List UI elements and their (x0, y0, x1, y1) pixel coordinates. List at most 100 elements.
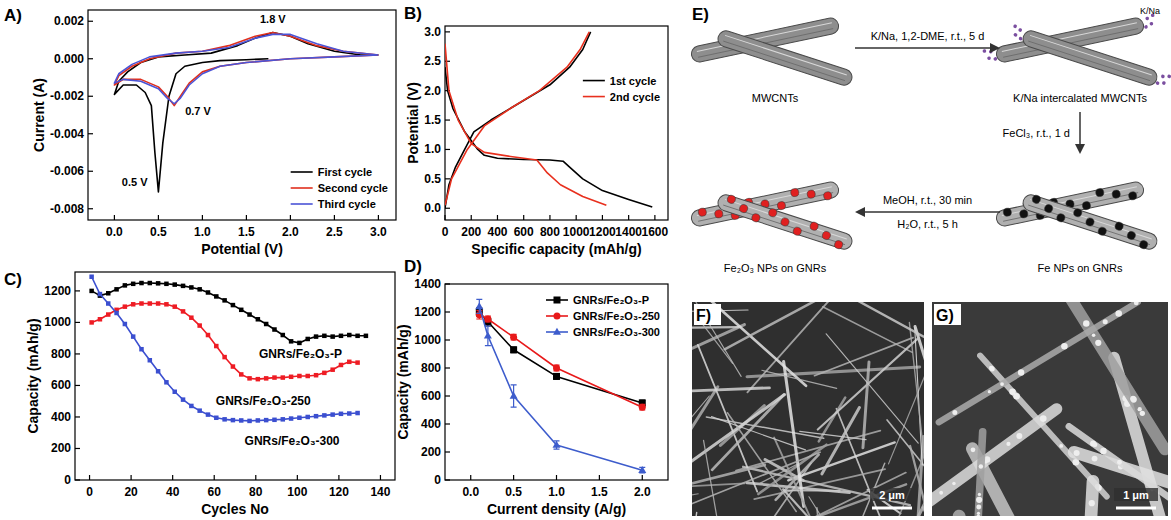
legend-swatch (583, 80, 605, 82)
marker (322, 334, 327, 339)
x-tick (380, 475, 381, 480)
particle (952, 410, 957, 415)
nanoparticle (1128, 191, 1137, 200)
marker (222, 417, 227, 422)
y-tick-label: 0.002 (54, 14, 84, 28)
nanoparticle (739, 204, 749, 214)
x-tick (290, 215, 291, 220)
marker (106, 312, 111, 317)
ion-dot (1018, 36, 1023, 41)
marker (197, 323, 202, 328)
y-tick-label: 1200 (414, 305, 441, 319)
nanoparticle (1082, 201, 1091, 210)
fiber (711, 417, 805, 450)
marker (148, 358, 153, 363)
x-tick (89, 475, 90, 480)
annotation: 1.8 V (260, 13, 286, 25)
marker (214, 344, 219, 349)
x-tick (158, 215, 159, 220)
y-tick (445, 451, 450, 452)
x-tick (255, 475, 256, 480)
legend-label: First cycle (318, 166, 372, 178)
x-tick (297, 475, 298, 480)
marker (214, 294, 219, 299)
panel: 020406080100120140020040060080010001200C… (4, 270, 395, 517)
y-tick (88, 171, 93, 172)
edge-label: FeCl₃, r.t., 1 d (1003, 127, 1070, 139)
x-tick (602, 215, 603, 220)
plot-frame (88, 10, 396, 220)
fiber (692, 494, 698, 501)
y-tick-label: 800 (421, 361, 441, 375)
y-tick-label: -0.002 (50, 89, 84, 103)
arrow-head (855, 207, 865, 217)
y-tick-label: 1000 (414, 333, 441, 347)
marker (189, 285, 194, 290)
y-tick (445, 479, 450, 480)
arrow-shaft (855, 47, 990, 49)
y-tick-label: 400 (421, 417, 441, 431)
marker (131, 302, 136, 307)
x-tick (378, 215, 379, 220)
marker (330, 334, 335, 339)
marker (164, 302, 169, 307)
marker (239, 308, 244, 313)
particle (1040, 415, 1047, 422)
x-tick (114, 215, 115, 220)
particle (1016, 433, 1022, 439)
x-tick-label: 1000 (563, 225, 590, 239)
edge-label: MeOH, r.t., 30 min (883, 194, 972, 206)
nanoparticle (726, 194, 736, 204)
y-axis-title: Current (A) (31, 78, 47, 152)
fiber (826, 334, 918, 443)
tube-shade (723, 41, 845, 81)
marker (639, 404, 646, 411)
particle (1006, 442, 1010, 446)
particle (1117, 460, 1122, 465)
y-tick (445, 423, 450, 424)
series-label: GNRs/Fe₂O₃-300 (245, 434, 340, 448)
x-tick-label: 400 (487, 225, 507, 239)
marker (347, 360, 352, 365)
fiber (692, 513, 697, 516)
marker (148, 281, 153, 286)
x-tick (338, 475, 339, 480)
x-tick-label: 2.0 (634, 485, 651, 499)
tube (716, 192, 855, 252)
particle (1000, 382, 1004, 386)
y-tick-label: -0.004 (50, 127, 84, 141)
marker (181, 284, 186, 289)
marker (272, 418, 277, 423)
fiber (725, 302, 817, 349)
nanoparticle (768, 208, 778, 218)
marker (89, 320, 94, 325)
marker (222, 298, 227, 303)
fibers (692, 302, 924, 516)
x-tick (556, 475, 557, 480)
x-axis-title: Current density (A/g) (487, 501, 626, 517)
particle (1089, 500, 1095, 506)
legend-label: Third cycle (318, 198, 376, 210)
fiber (924, 302, 925, 379)
x-tick-label: 1.0 (548, 485, 565, 499)
marker (164, 282, 169, 287)
x-tick-label: 100 (287, 485, 307, 499)
y-tick (445, 283, 450, 284)
x-tick (523, 215, 524, 220)
particle (1009, 388, 1016, 395)
node-label: MWCNTs (752, 92, 799, 104)
marker (638, 466, 646, 473)
particle (1093, 442, 1098, 447)
arrow-shaft (1079, 112, 1081, 144)
ion-dot (1162, 81, 1167, 86)
particle (952, 482, 955, 485)
marker (347, 333, 352, 338)
x-tick-label: 1200 (589, 225, 616, 239)
series-line (92, 277, 358, 421)
nanoparticle (1095, 188, 1104, 197)
y-tick-label: 0 (434, 473, 441, 487)
y-tick (75, 353, 80, 354)
fiber (692, 302, 741, 376)
y-tick-label: 0.000 (54, 52, 84, 66)
marker (553, 313, 560, 320)
